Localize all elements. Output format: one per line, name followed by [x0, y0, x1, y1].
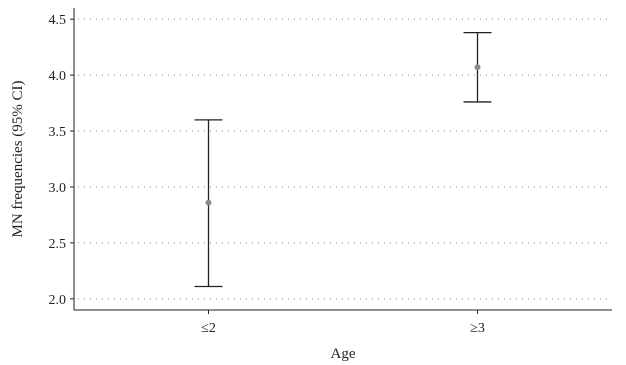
y-tick-label: 2.0	[49, 293, 67, 308]
x-tick-label: ≥3	[470, 321, 485, 336]
error-bar	[463, 31, 492, 103]
mean-point	[474, 64, 481, 71]
grid-lines	[78, 18, 612, 300]
y-tick-label: 2.5	[49, 237, 67, 252]
y-tick-label: 3.0	[49, 181, 67, 196]
error-bars	[194, 31, 492, 288]
x-tick-label: ≤2	[201, 321, 216, 336]
y-tick-label: 4.5	[49, 13, 67, 28]
mean-point	[205, 199, 212, 206]
error-bar	[194, 119, 223, 288]
axes	[73, 8, 612, 311]
y-axis-title: MN frequencies (95% CI)	[10, 80, 26, 237]
x-tick-labels: ≤2 ≥3	[201, 310, 485, 336]
y-tick-label: 4.0	[49, 69, 67, 84]
y-tick-labels: 2.0 2.5 3.0 3.5 4.0 4.5	[49, 13, 74, 308]
y-tick-label: 3.5	[49, 125, 67, 140]
x-axis-title: Age	[331, 346, 356, 362]
